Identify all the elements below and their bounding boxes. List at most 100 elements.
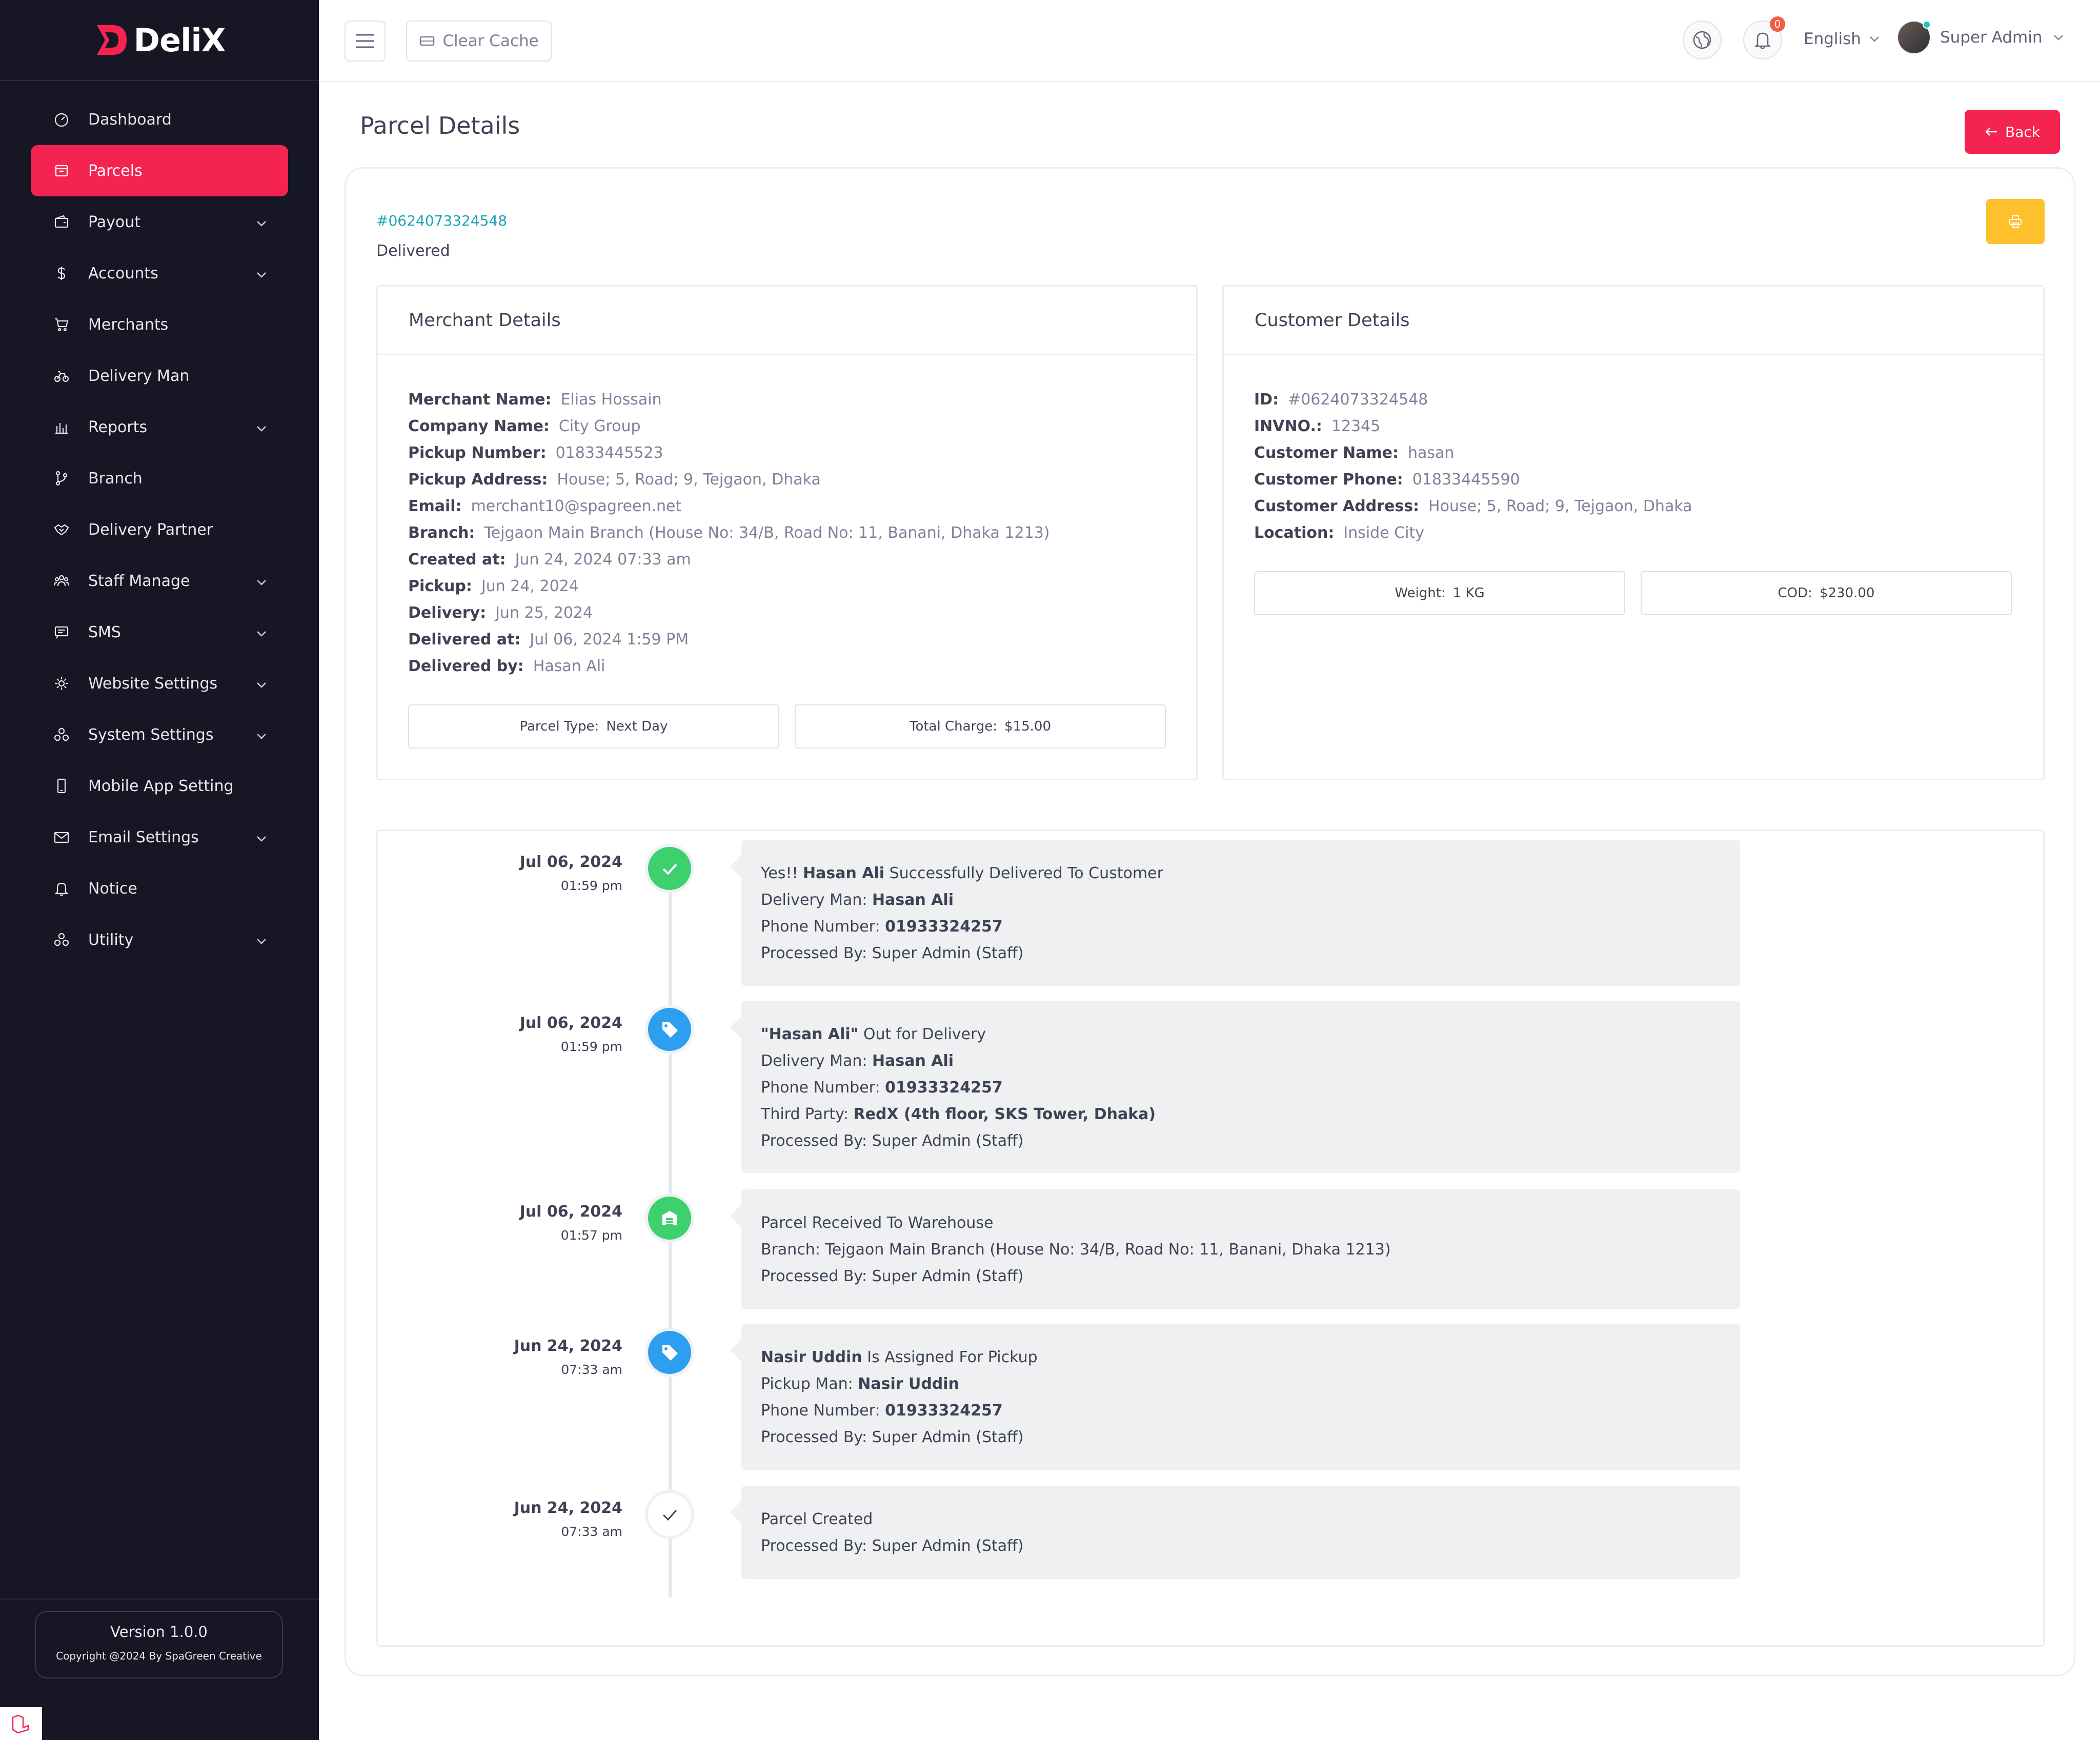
timeline-line-text: "Hasan Ali" Out for Delivery <box>761 1021 1721 1048</box>
hamburger-icon <box>356 34 374 48</box>
timeline-text: Delivery Man: <box>761 891 872 909</box>
timeline-line-text: Delivery Man: Hasan Ali <box>761 887 1721 914</box>
avatar <box>1898 21 1931 53</box>
timeline-date-time: 01:59 pm <box>560 1039 622 1054</box>
cart-icon <box>52 315 71 334</box>
sidebar: DeliX Dashboard Parcels Payout Accounts Merc… <box>0 0 319 1740</box>
timeline-emphasis: Nasir Uddin <box>761 1348 862 1366</box>
sidebar-item-mobile-app-setting[interactable]: Mobile App Setting <box>31 760 288 812</box>
sidebar-item-system-settings[interactable]: System Settings <box>31 709 288 760</box>
detail-row: Delivered at: Jul 06, 2024 1:59 PM <box>408 626 1050 653</box>
detail-value: #0624073324548 <box>1288 391 1428 409</box>
timeline-date: Jul 06, 2024 01:59 pm <box>469 1014 622 1054</box>
detail-label: Branch: <box>408 524 475 542</box>
language-selector[interactable]: English <box>1804 30 1881 48</box>
sidebar-item-staff-manage[interactable]: Staff Manage <box>31 555 288 606</box>
timeline-card: "Hasan Ali" Out for Delivery Delivery Man… <box>730 1001 1740 1173</box>
timeline-line-text: Branch: Tejgaon Main Branch (House No: 3… <box>761 1237 1721 1263</box>
timeline-emphasis: 01933324257 <box>885 918 1003 936</box>
parcel-id[interactable]: #0624073324548 <box>376 212 508 229</box>
detail-value: Jun 25, 2024 <box>495 604 593 622</box>
chevron-down-icon <box>255 267 268 279</box>
cod-value: $230.00 <box>1819 585 1875 601</box>
timeline-line-text: Pickup Man: Nasir Uddin <box>761 1371 1721 1398</box>
sidebar-item-merchants[interactable]: Merchants <box>31 299 288 350</box>
check-icon <box>645 1490 694 1539</box>
menu-toggle-button[interactable] <box>345 21 386 62</box>
detail-row: Email: merchant10@spagreen.net <box>408 493 1050 520</box>
detail-value: Elias Hossain <box>560 391 662 409</box>
timeline-card: Parcel Received To Warehouse Branch: Tejg… <box>730 1189 1740 1309</box>
detail-value: hasan <box>1407 444 1455 462</box>
user-menu[interactable]: Super Admin <box>1898 21 2065 53</box>
brand-name: DeliX <box>133 21 226 59</box>
sidebar-item-website-settings[interactable]: Website Settings <box>31 658 288 709</box>
sidebar-item-label: SMS <box>88 623 121 641</box>
detail-label: Delivered by: <box>408 657 524 675</box>
sidebar-item-reports[interactable]: Reports <box>31 401 288 453</box>
sidebar-item-parcels[interactable]: Parcels <box>31 145 288 196</box>
user-name: Super Admin <box>1940 28 2043 47</box>
printer-icon <box>2009 215 2022 228</box>
users-icon <box>52 572 71 590</box>
print-button[interactable] <box>1986 199 2045 244</box>
sidebar-item-sms[interactable]: SMS <box>31 606 288 658</box>
timeline-text: Phone Number: <box>761 1402 885 1420</box>
timeline-text: Branch: Tejgaon Main Branch (House No: 3… <box>761 1241 1391 1259</box>
detail-row: Delivery: Jun 25, 2024 <box>408 600 1050 626</box>
detail-label: INVNO.: <box>1254 417 1322 435</box>
detail-value: 01833445590 <box>1412 471 1520 489</box>
tag-icon <box>645 1328 694 1377</box>
tracking-timeline <box>376 829 2045 1647</box>
gear-icon <box>52 674 71 693</box>
timeline-date: Jun 24, 2024 07:33 am <box>469 1337 622 1377</box>
timeline-line-text: Delivery Man: Hasan Ali <box>761 1048 1721 1075</box>
sidebar-item-branch[interactable]: Branch <box>31 453 288 504</box>
mail-icon <box>52 828 71 846</box>
sidebar-item-utility[interactable]: Utility <box>31 914 288 965</box>
back-label: Back <box>2005 123 2040 140</box>
clear-cache-button[interactable]: Clear Cache <box>406 21 552 62</box>
bell-icon <box>52 879 71 898</box>
sidebar-item-delivery-man[interactable]: Delivery Man <box>31 350 288 401</box>
chevron-down-icon <box>255 831 268 843</box>
sidebar-item-label: Delivery Partner <box>88 520 213 539</box>
sidebar-item-dashboard[interactable]: Dashboard <box>31 94 288 145</box>
website-button[interactable] <box>1683 21 1722 59</box>
timeline-line-text: Phone Number: 01933324257 <box>761 1398 1721 1424</box>
timeline-line-text: Parcel Received To Warehouse <box>761 1210 1721 1237</box>
detail-row: ID: #0624073324548 <box>1254 387 1692 413</box>
sidebar-item-label: Email Settings <box>88 828 199 846</box>
timeline-date: Jul 06, 2024 01:59 pm <box>469 853 622 893</box>
sidebar-item-label: Merchants <box>88 315 169 334</box>
timeline-line-text: Processed By: Super Admin (Staff) <box>761 1128 1721 1155</box>
back-button[interactable]: Back <box>1965 110 2060 154</box>
detail-label: Pickup: <box>408 577 472 595</box>
brand-logo[interactable]: DeliX <box>0 0 319 81</box>
laravel-icon[interactable] <box>0 1707 42 1740</box>
sidebar-item-accounts[interactable]: Accounts <box>31 248 288 299</box>
sidebar-item-notice[interactable]: Notice <box>31 863 288 914</box>
timeline-emphasis: Hasan Ali <box>803 864 885 882</box>
sidebar-item-delivery-partner[interactable]: Delivery Partner <box>31 504 288 555</box>
sidebar-item-payout[interactable]: Payout <box>31 196 288 248</box>
sidebar-item-label: Payout <box>88 213 141 231</box>
timeline-line-text: Processed By: Super Admin (Staff) <box>761 1424 1721 1451</box>
detail-row: Customer Name: hasan <box>1254 440 1692 467</box>
branch-icon <box>52 469 71 488</box>
notification-button[interactable]: 0 <box>1743 16 1785 59</box>
timeline-text: Successfully Delivered To Customer <box>884 864 1163 882</box>
detail-label: Customer Phone: <box>1254 471 1403 489</box>
timeline-date-time: 01:59 pm <box>560 878 622 893</box>
timeline-text: Processed By: Super Admin (Staff) <box>761 944 1024 962</box>
merchant-details-card: Merchant Details <box>376 285 1198 780</box>
timeline-emphasis: Hasan Ali <box>872 1052 954 1070</box>
chevron-down-icon <box>255 216 268 228</box>
detail-value: Jun 24, 2024 07:33 am <box>515 551 691 569</box>
detail-row: Merchant Name: Elias Hossain <box>408 387 1050 413</box>
sidebar-item-email-settings[interactable]: Email Settings <box>31 812 288 863</box>
version-label: Version 1.0.0 <box>110 1623 208 1641</box>
timeline-emphasis: Nasir Uddin <box>858 1375 959 1393</box>
timeline-emphasis: 01933324257 <box>885 1402 1003 1420</box>
detail-value: Jul 06, 2024 1:59 PM <box>530 631 689 649</box>
